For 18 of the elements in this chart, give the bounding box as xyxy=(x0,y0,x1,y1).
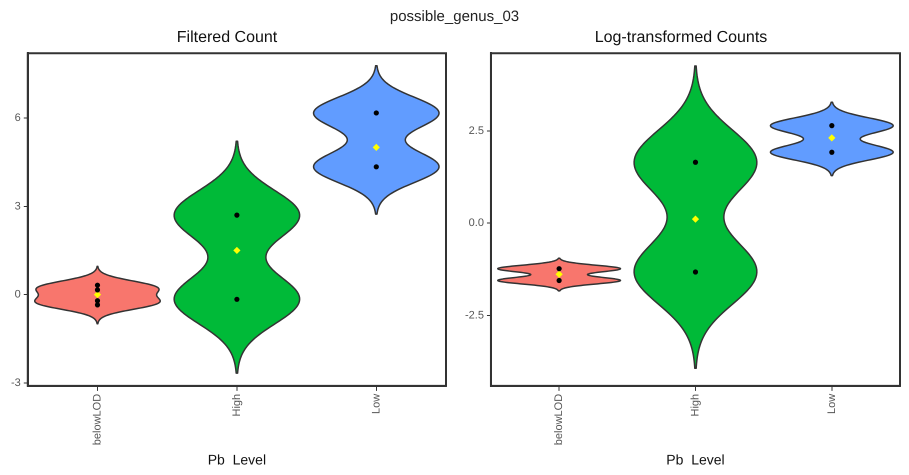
x-tick-label: High xyxy=(690,394,702,416)
x-tick-label: belowLOD xyxy=(553,394,566,446)
chart-title: Filtered Count xyxy=(176,29,278,46)
y-tick-label: 0 xyxy=(14,288,21,301)
text: possible_genus_03 xyxy=(388,8,520,25)
y-tick-label: 0.0 xyxy=(468,217,484,230)
chart-title: Log-transformed Counts xyxy=(594,29,768,46)
x-tick-label: Low xyxy=(826,394,838,414)
y-tick-label: -3 xyxy=(11,376,21,389)
y-tick-label: 2.5 xyxy=(468,124,484,137)
x-tick-label: belowLOD xyxy=(92,394,104,446)
y-tick-label: 6 xyxy=(14,112,21,124)
x-tick-label: High xyxy=(230,394,243,416)
x-tick-label: Low xyxy=(370,394,382,414)
x-axis-title: Pb Level xyxy=(666,451,725,468)
x-axis-title: Pb Level xyxy=(208,451,266,468)
y-tick-label: -2.5 xyxy=(464,310,484,322)
y-tick-label: 3 xyxy=(14,200,21,212)
